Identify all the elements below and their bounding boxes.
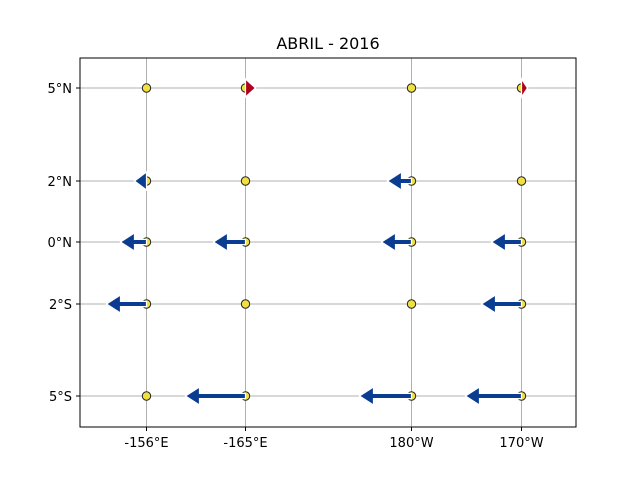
y-tick-label: 2°S (49, 298, 72, 313)
westward-vector-arrow (133, 170, 148, 192)
westward-vector-arrow (464, 385, 523, 407)
x-tick-label: 180°W (389, 436, 433, 451)
eastward-vector-arrow (244, 77, 257, 99)
westward-vector-arrow (119, 231, 148, 253)
x-tick-label: 170°W (499, 436, 543, 451)
vectors (105, 77, 529, 407)
westward-vector-arrow (105, 293, 148, 315)
x-tick-label: -165°E (223, 436, 267, 451)
buoy-point (406, 83, 417, 93)
westward-vector-arrow (212, 231, 247, 253)
y-tick-label: 2°N (48, 175, 73, 190)
westward-vector-arrow (380, 231, 413, 253)
x-tick-label: -156°E (124, 436, 168, 451)
axis-ticks: -156°E -165°E 180°W 170°W 5°N 2°N 0°N 2°S 5°S (48, 82, 544, 451)
y-tick-label: 5°N (48, 82, 73, 97)
buoy-point (406, 299, 417, 309)
westward-vector-arrow (358, 385, 413, 407)
eastward-vector-arrow (520, 77, 529, 99)
chart-title: ABRIL - 2016 (276, 34, 379, 53)
westward-vector-arrow (386, 170, 413, 192)
buoy-point (141, 391, 152, 401)
buoy-point (141, 83, 152, 93)
buoy-point (240, 299, 251, 309)
westward-vector-arrow (480, 293, 523, 315)
westward-vector-arrow (490, 231, 523, 253)
buoy-point (516, 176, 527, 186)
y-tick-label: 5°S (49, 390, 72, 405)
westward-vector-arrow (184, 385, 247, 407)
y-tick-label: 0°N (48, 236, 73, 251)
buoy-point (240, 176, 251, 186)
